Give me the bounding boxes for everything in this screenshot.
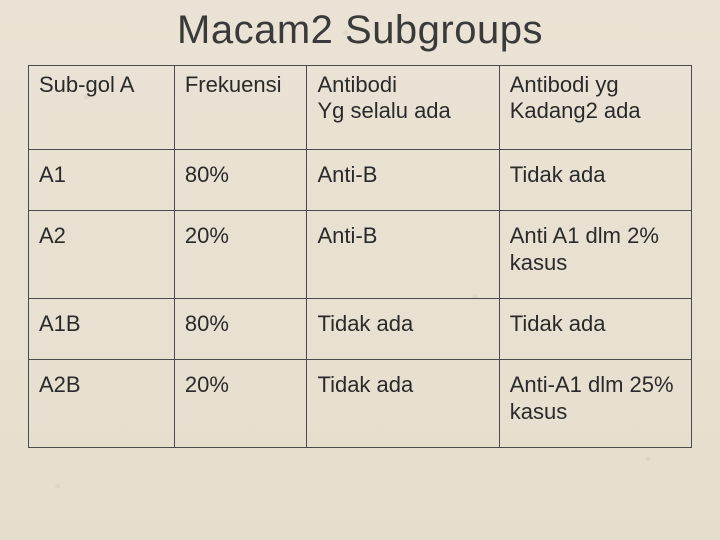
cell-selalu: Tidak ada [307, 298, 499, 359]
cell-subgol: A1 [29, 149, 175, 210]
col-header-antibodi-kadang: Antibodi yg Kadang2 ada [499, 66, 691, 150]
cell-selalu: Tidak ada [307, 360, 499, 448]
cell-selalu: Anti-B [307, 211, 499, 299]
col-header-frekuensi: Frekuensi [174, 66, 307, 150]
cell-kadang: Anti-A1 dlm 25% kasus [499, 360, 691, 448]
col-header-antibodi-selalu: Antibodi Yg selalu ada [307, 66, 499, 150]
col-header-subgol: Sub-gol A [29, 66, 175, 150]
subgroups-table: Sub-gol A Frekuensi Antibodi Yg selalu a… [28, 65, 692, 448]
cell-frek: 80% [174, 149, 307, 210]
col-header-antibodi-kadang-line2: Kadang2 ada [510, 98, 641, 123]
cell-kadang: Tidak ada [499, 149, 691, 210]
cell-selalu: Anti-B [307, 149, 499, 210]
cell-frek: 20% [174, 360, 307, 448]
table-header-row: Sub-gol A Frekuensi Antibodi Yg selalu a… [29, 66, 692, 150]
page-title: Macam2 Subgroups [28, 8, 692, 53]
table-row: A1 80% Anti-B Tidak ada [29, 149, 692, 210]
cell-kadang: Anti A1 dlm 2% kasus [499, 211, 691, 299]
table-row: A2 20% Anti-B Anti A1 dlm 2% kasus [29, 211, 692, 299]
table-row: A1B 80% Tidak ada Tidak ada [29, 298, 692, 359]
col-header-antibodi-selalu-line1: Antibodi [317, 72, 397, 97]
table-row: A2B 20% Tidak ada Anti-A1 dlm 25% kasus [29, 360, 692, 448]
cell-frek: 20% [174, 211, 307, 299]
slide: Macam2 Subgroups Sub-gol A Frekuensi Ant… [0, 0, 720, 540]
cell-subgol: A2B [29, 360, 175, 448]
col-header-antibodi-selalu-line2: Yg selalu ada [317, 98, 450, 123]
cell-subgol: A1B [29, 298, 175, 359]
cell-subgol: A2 [29, 211, 175, 299]
cell-frek: 80% [174, 298, 307, 359]
col-header-antibodi-kadang-line1: Antibodi yg [510, 72, 619, 97]
cell-kadang: Tidak ada [499, 298, 691, 359]
